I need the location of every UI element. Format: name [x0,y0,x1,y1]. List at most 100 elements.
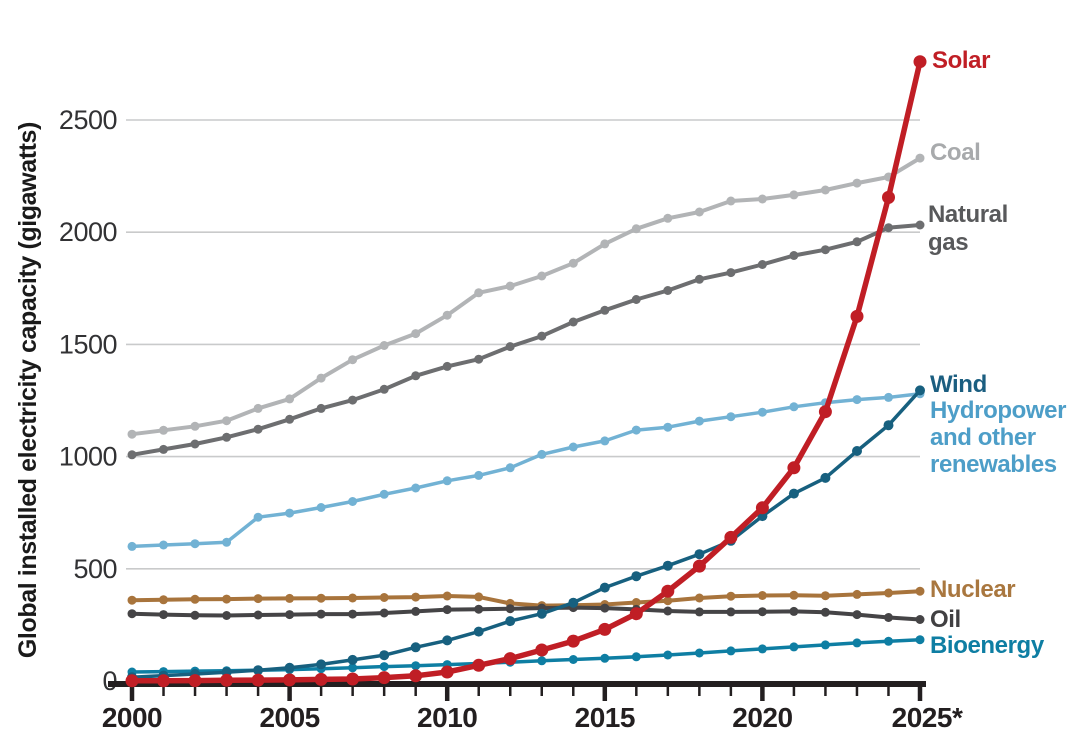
data-point-wind-2025 [915,385,925,396]
data-point-gas-2023 [852,237,862,247]
data-point-solar-2001 [157,674,170,688]
data-point-hydro-2010 [442,476,452,486]
data-point-wind-2022 [820,472,831,483]
data-point-solar-2002 [188,674,202,688]
data-point-gas-2024 [884,223,893,233]
data-point-gas-2004 [253,424,263,434]
data-point-wind-2008 [379,650,390,661]
data-point-oil-2010 [442,605,452,615]
data-point-nuclear-2017 [663,596,673,606]
series-wind [127,385,925,683]
data-point-solar-2008 [377,671,391,685]
series-line-nuclear [130,589,922,608]
data-point-coal-2022 [820,185,830,195]
data-point-gas-2016 [631,295,641,304]
data-point-gas-2008 [379,384,389,394]
data-point-nuclear-2021 [789,590,799,600]
data-point-gas-2021 [789,251,799,260]
data-point-wind-2024 [883,420,894,431]
y-tick-label-1000: 1000 [59,442,117,472]
data-point-nuclear-2019 [726,591,736,601]
data-point-oil-2011 [474,604,484,614]
data-point-gas-2011 [474,354,484,364]
data-point-solar-2017 [661,584,675,598]
data-point-gas-2019 [726,268,736,278]
series-markers-oil [127,603,925,624]
data-point-coal-2000 [127,429,137,439]
series-markers-wind [127,385,925,683]
data-point-nuclear-2004 [253,594,263,604]
data-point-solar-2015 [598,622,612,636]
data-point-solar-2013 [535,643,549,657]
data-point-nuclear-2009 [411,592,421,602]
data-point-nuclear-2000 [127,595,137,605]
data-point-hydro-2007 [348,497,358,506]
data-point-oil-2009 [411,606,421,616]
data-point-solar-2006 [314,672,328,686]
series-markers-solar [125,55,927,688]
data-point-coal-2019 [726,196,736,206]
data-point-nuclear-2022 [820,591,830,601]
series-line-solar [129,58,923,684]
data-point-oil-2006 [316,609,326,619]
data-point-wind-2009 [410,642,421,653]
data-point-coal-2007 [348,355,358,365]
x-tick-label-2005: 2005 [259,702,319,733]
data-point-wind-2018 [694,549,705,560]
data-point-solar-2000 [125,674,139,688]
data-point-wind-2010 [442,635,453,646]
series-label-nuclear: Nuclear [930,576,1015,603]
x-axis-ticks [129,687,923,701]
data-point-nuclear-2018 [694,593,704,603]
data-point-bioenergy-2014 [568,655,578,664]
data-point-wind-2021 [788,488,799,499]
data-point-nuclear-2001 [159,595,168,605]
y-tick-label-2500: 2500 [59,105,117,135]
data-point-wind-2006 [316,659,327,670]
data-point-oil-2019 [726,607,736,617]
y-tick-label-2000: 2000 [59,217,117,247]
data-point-solar-2003 [220,673,234,687]
data-point-nuclear-2016 [631,598,641,607]
data-point-coal-2018 [694,207,704,217]
data-point-solar-2021 [787,461,801,475]
data-point-wind-2015 [599,582,610,593]
data-point-bioenergy-2019 [726,646,736,656]
data-point-wind-2017 [662,560,673,571]
data-point-gas-2012 [505,342,515,352]
data-point-gas-2020 [757,260,767,269]
series-line-oil [130,605,922,622]
data-point-coal-2011 [474,288,484,298]
data-point-oil-2015 [600,603,610,613]
data-point-wind-2011 [473,626,484,637]
data-point-gas-2005 [285,414,295,424]
data-point-wind-2012 [505,616,516,627]
data-point-gas-2000 [127,450,137,460]
series-label-coal: Coal [930,139,980,166]
data-point-bioenergy-2022 [820,640,830,650]
data-point-wind-2023 [852,446,862,456]
data-point-bioenergy-2017 [663,650,673,660]
data-point-hydro-2001 [159,540,168,550]
data-point-coal-2014 [568,258,578,268]
data-point-solar-2012 [503,652,517,666]
data-point-hydro-2014 [568,442,578,452]
data-point-solar-2009 [409,669,423,683]
data-point-hydro-2013 [537,449,547,459]
data-point-coal-2020 [757,194,767,204]
data-point-oil-2018 [694,607,704,617]
data-point-hydro-2016 [631,425,641,435]
data-point-coal-2008 [379,341,389,350]
data-point-wind-2013 [536,608,547,619]
data-point-nuclear-2020 [757,591,767,600]
data-point-oil-2008 [379,608,389,618]
data-point-coal-2021 [789,190,799,200]
y-tick-label-1500: 1500 [59,329,117,359]
data-point-hydro-2005 [285,508,295,518]
data-point-bioenergy-2020 [757,644,767,654]
series-oil [127,603,925,624]
data-point-coal-2004 [253,403,263,413]
data-point-coal-2016 [631,224,641,234]
